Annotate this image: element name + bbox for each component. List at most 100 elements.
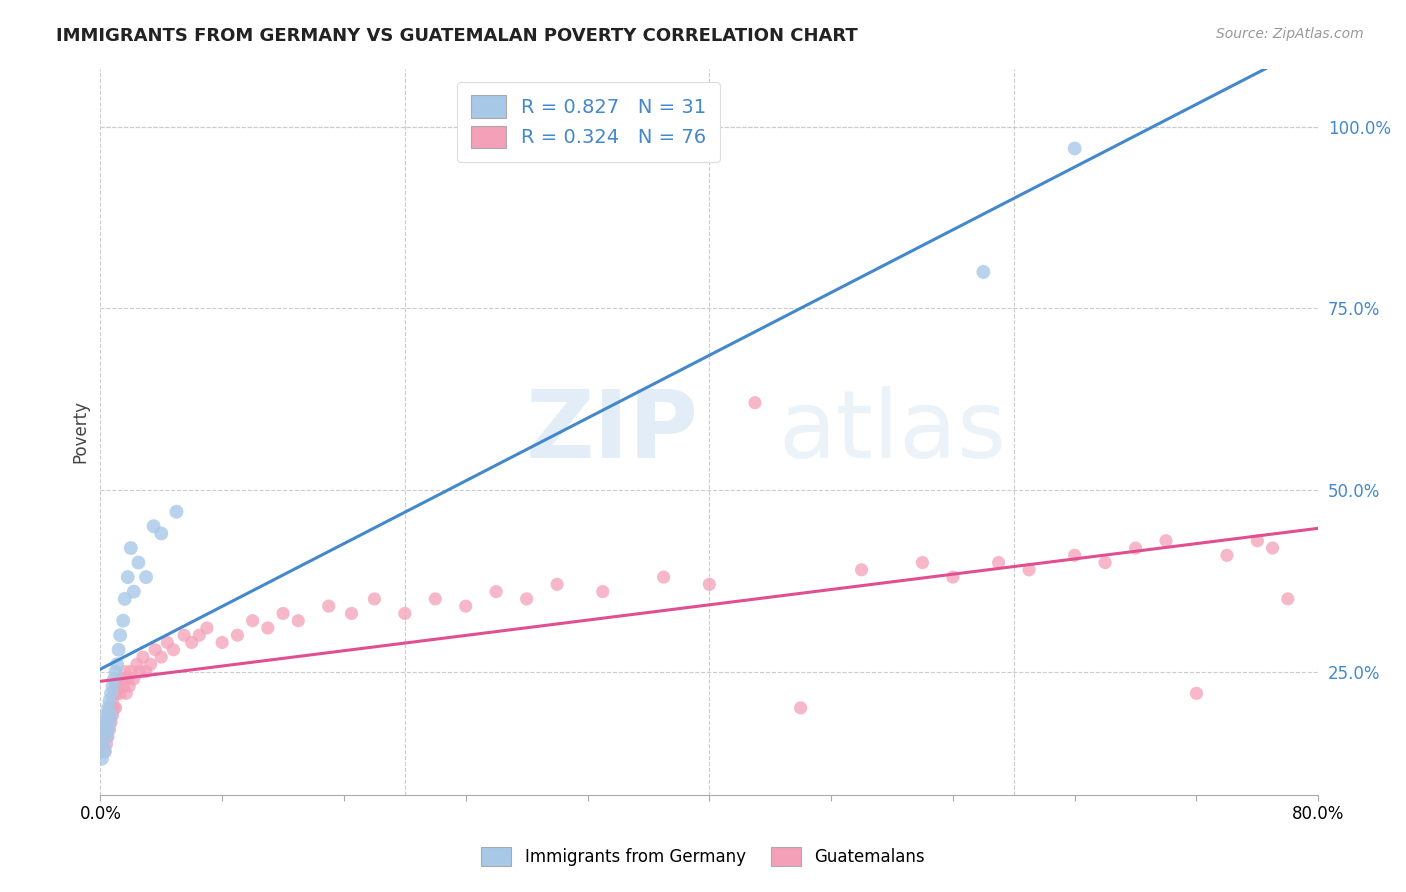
Point [100, 708, 122, 723]
Point [107, 679, 129, 693]
Point [340, 607, 363, 621]
Point [96, 737, 118, 751]
Point [942, 570, 965, 584]
Point [129, 665, 152, 679]
Point [105, 686, 128, 700]
Point [1063, 141, 1085, 155]
Point [166, 505, 188, 519]
Point [851, 563, 873, 577]
Point [162, 642, 184, 657]
Point [127, 556, 149, 570]
Point [98, 701, 121, 715]
Point [101, 708, 124, 723]
Point [111, 672, 134, 686]
Point [104, 701, 127, 715]
Point [114, 665, 136, 679]
Point [108, 686, 131, 700]
Point [101, 693, 124, 707]
Point [115, 686, 138, 700]
Point [1125, 541, 1147, 555]
Point [150, 650, 173, 665]
Point [394, 607, 416, 621]
Point [96, 715, 118, 730]
Point [101, 679, 124, 693]
Point [104, 665, 127, 679]
Point [156, 635, 179, 649]
Point [142, 519, 165, 533]
Point [697, 577, 720, 591]
Point [96, 730, 118, 744]
Point [132, 650, 155, 665]
Point [112, 679, 135, 693]
Point [107, 642, 129, 657]
Point [94, 744, 117, 758]
Text: Source: ZipAtlas.com: Source: ZipAtlas.com [1216, 27, 1364, 41]
Point [485, 584, 508, 599]
Point [100, 715, 122, 730]
Point [789, 701, 811, 715]
Point [114, 591, 136, 606]
Point [195, 621, 218, 635]
Point [139, 657, 162, 672]
Point [363, 591, 385, 606]
Legend: Immigrants from Germany, Guatemalans: Immigrants from Germany, Guatemalans [472, 838, 934, 875]
Point [1246, 533, 1268, 548]
Point [1063, 549, 1085, 563]
Point [211, 635, 233, 649]
Point [118, 679, 141, 693]
Point [1018, 563, 1040, 577]
Point [122, 584, 145, 599]
Point [117, 570, 139, 584]
Text: atlas: atlas [778, 386, 1007, 478]
Point [256, 621, 278, 635]
Point [120, 665, 142, 679]
Point [1261, 541, 1284, 555]
Point [972, 265, 994, 279]
Text: IMMIGRANTS FROM GERMANY VS GUATEMALAN POVERTY CORRELATION CHART: IMMIGRANTS FROM GERMANY VS GUATEMALAN PO… [56, 27, 858, 45]
Point [911, 556, 934, 570]
Point [454, 599, 477, 614]
Point [1216, 549, 1239, 563]
Point [94, 715, 117, 730]
Point [226, 628, 249, 642]
Point [93, 730, 115, 744]
Point [103, 672, 125, 686]
Point [1094, 556, 1116, 570]
Point [150, 526, 173, 541]
Point [98, 693, 121, 707]
Point [112, 614, 135, 628]
Point [188, 628, 211, 642]
Point [987, 556, 1010, 570]
Point [1277, 591, 1299, 606]
Point [287, 614, 309, 628]
Point [103, 686, 125, 700]
Point [546, 577, 568, 591]
Text: ZIP: ZIP [526, 386, 699, 478]
Point [744, 395, 766, 409]
Point [120, 541, 142, 555]
Point [117, 672, 139, 686]
Point [98, 723, 121, 737]
Point [97, 708, 120, 723]
Point [143, 642, 166, 657]
Point [104, 679, 127, 693]
Point [173, 628, 195, 642]
Point [318, 599, 340, 614]
Point [592, 584, 614, 599]
Point [94, 744, 117, 758]
Point [271, 607, 294, 621]
Point [242, 614, 264, 628]
Point [516, 591, 538, 606]
Point [97, 701, 120, 715]
Point [100, 686, 122, 700]
Point [108, 628, 131, 642]
Point [1154, 533, 1177, 548]
Point [90, 737, 112, 751]
Y-axis label: Poverty: Poverty [72, 401, 89, 463]
Point [97, 723, 120, 737]
Point [98, 715, 121, 730]
Point [122, 672, 145, 686]
Point [652, 570, 675, 584]
Point [90, 752, 112, 766]
Point [96, 708, 118, 723]
